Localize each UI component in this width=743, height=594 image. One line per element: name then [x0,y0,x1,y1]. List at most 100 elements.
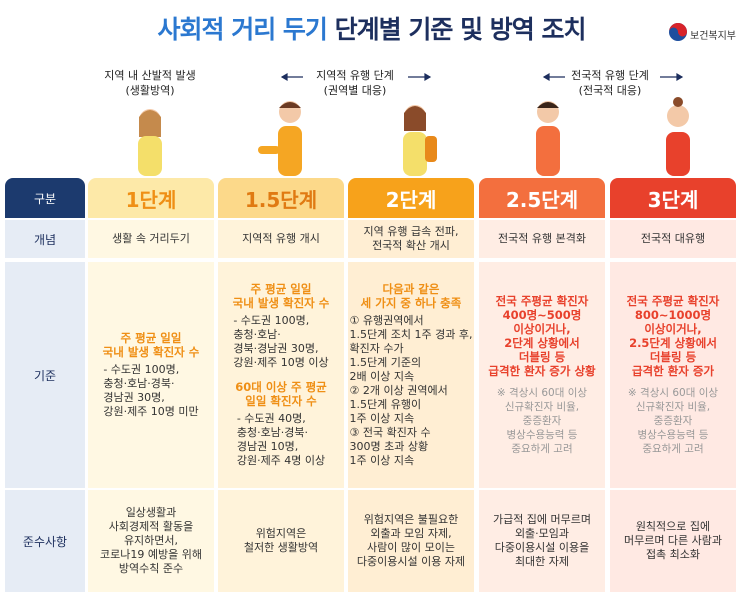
compliance-cell: 일상생활과 사회경제적 활동을 유지하면서, 코로나19 예방을 위해 방역수칙 준수 [88,490,214,592]
criteria-block: 다음과 같은 세 가지 중 하나 충족 ① 유행권역에서 1.5단계 조치 1주 경과… [350,282,473,468]
text-line: ※ 격상시 60대 이상 [627,387,719,399]
text-lines: 일상생활과 사회경제적 활동을 유지하면서, 코로나19 예방을 위해 방역수칙 준수 [100,506,202,576]
text-lines: 주 평균 일일 국내 발생 확진자 수 [233,282,330,310]
concept-cell: 지역적 유행 개시 [218,220,344,258]
text-lines: ① 유행권역에서 1.5단계 조치 1주 경과 후, 확진자 수가 1.5단계 기준의… [350,314,473,468]
text-line: 다중이용시설 이용을 [494,541,590,554]
text-line: 더블링 등 [518,350,566,364]
text-line: 2배 이상 지속 [349,370,415,383]
stage-header: 1단계 [88,178,214,218]
criteria-cell: 전국 주평균 확진자 400명~500명 이상이거나, 2단계 상황에서 더블링 등 급격… [479,262,605,488]
text-line: ※ 격상시 60대 이상 [496,387,588,399]
compliance-cell: 위험지역은 철저한 생활방역 [218,490,344,592]
text-line: 800~1000명 [634,308,712,322]
text-lines: 원칙적으로 집에 머무르며 다른 사람과 접촉 최소화 [624,520,722,562]
compliance-cell: 위험지역은 불필요한 외출과 모임 자제, 사람이 많이 모이는 다중이용시설 이용 … [348,490,474,592]
row-header: 개념 [5,220,85,258]
text-line: 유지하면서, [123,534,179,547]
text-line: 400명~500명 [502,308,582,322]
text-line: 2.5단계 상황에서 [629,336,717,350]
text-line: ③ 전국 확진자 수 [349,426,431,439]
text-line: 주 평균 일일 [120,331,182,345]
text-line: 신규확진자 비율, [504,401,580,413]
text-line: 병상수용능력 등 [637,429,709,441]
text-line: 경북·경남권 30명, [233,342,319,355]
phase-label: 지역 내 산발적 발생 (생활방역) [50,68,250,98]
text-lines: 생활 속 거리두기 [112,232,190,246]
text-line: 위험지역은 [255,527,307,540]
text-line: 충청·호남·경북· [236,426,309,439]
text-line: 급격한 환자 증가 상황 [488,364,596,378]
phase-line: 전국적 유행 단계 [571,69,649,82]
text-line: 확진자 수가 [349,342,404,355]
text-line: - 수도권 100명, [103,363,180,376]
text-line: 충청·호남· [233,328,281,341]
row-header: 준수사항 [5,490,85,592]
text-line: 강원·제주 10명 이상 [233,356,329,369]
text-line: 중요하게 고려 [511,443,573,455]
text-line: - 수도권 40명, [236,412,306,425]
text-line: 1주 이상 지속 [349,454,415,467]
criteria-block: 전국 주평균 확진자 800~1000명 이상이거나, 2.5단계 상황에서 더블링 등… [627,294,720,456]
row-header: 기준 [5,262,85,488]
text-line: 국내 발생 확진자 수 [102,345,200,359]
text-lines: 다음과 같은 세 가지 중 하나 충족 [361,282,462,310]
illustration [138,72,690,176]
phase-line: (권역별 대응) [323,84,387,97]
text-lines: - 수도권 100명, 충청·호남·경북· 경남권 30명, 강원·제주 10명 미만 [103,363,198,419]
text-line: 1.5단계 조치 1주 경과 후, [349,328,473,341]
text-line: 충청·호남·경북· [103,377,175,390]
criteria-cell: 전국 주평균 확진자 800~1000명 이상이거나, 2.5단계 상황에서 더블링 등… [610,262,736,488]
text-line: 급격한 환자 증가 [631,364,715,378]
text-line: 외출·모임과 [514,527,570,540]
text-line: 1.5단계 유행이 [349,398,422,411]
text-line: 가급적 집에 머무르며 [492,513,592,526]
logo [669,23,687,41]
text-line: 경남권 30명, [103,391,165,404]
text-line: 60대 이상 주 평균 [235,380,327,394]
text-line: 세 가지 중 하나 충족 [360,296,462,310]
text-line: 다중이용시설 이용 자제 [356,555,466,568]
text-lines: 가급적 집에 머무르며 외출·모임과 다중이용시설 이용을 최대한 자제 [493,513,591,569]
text-line: 중요하게 고려 [642,443,704,455]
text-lines: 60대 이상 주 평균 일일 확진자 수 [235,380,327,408]
text-lines: 지역적 유행 개시 [242,232,320,246]
text-line: 전국 주평균 확진자 [626,294,720,308]
text-lines: 전국적 대유행 [641,232,705,246]
text-line: 전국 주평균 확진자 [495,294,589,308]
title-blue: 사회적 거리 두기 [157,15,328,44]
text-line: 생활 속 거리두기 [112,232,190,245]
text-lines: 지역 유행 급속 전파, 전국적 확산 개시 [364,225,459,253]
row-header: 구분 [5,178,85,218]
text-line: 1주 이상 지속 [349,412,415,425]
text-line: 사람이 많이 모이는 [367,541,455,554]
text-line: 2단계 상황에서 [504,336,580,350]
text-lines: 전국적 유행 본격화 [498,232,586,246]
concept-cell: 전국적 유행 본격화 [479,220,605,258]
text-line: 외출과 모임 자제, [370,527,452,540]
text-line: 머무르며 다른 사람과 [623,534,723,547]
stage-header: 2단계 [348,178,474,218]
text-line: 전국적 대유행 [640,232,706,245]
phase-line: 지역적 유행 단계 [316,69,394,82]
text-line: 경남권 10명, [236,440,299,453]
phase-line: 지역 내 산발적 발생 [104,69,196,82]
concept-cell: 생활 속 거리두기 [88,220,214,258]
text-line: 전국적 유행 본격화 [498,232,586,245]
text-line: - 수도권 100명, [233,314,310,327]
text-line: 강원·제주 4명 이상 [236,454,326,467]
text-line: 사회경제적 활동을 [108,520,194,533]
text-lines: 위험지역은 철저한 생활방역 [244,527,318,555]
text-line: 이상이거나, [644,322,702,336]
text-line: 전국적 확산 개시 [372,239,450,252]
text-line: 일일 확진자 수 [245,394,317,408]
compliance-cell: 가급적 집에 머무르며 외출·모임과 다중이용시설 이용을 최대한 자제 [479,490,605,592]
text-line: ② 2개 이상 권역에서 [349,384,448,397]
text-lines: - 수도권 100명, 충청·호남· 경북·경남권 30명, 강원·제주 10명 이상 [233,314,328,370]
criteria-cell: 다음과 같은 세 가지 중 하나 충족 ① 유행권역에서 1.5단계 조치 1주 경과… [348,262,474,488]
text-line: 중증환자 [522,415,562,427]
text-lines: ※ 격상시 60대 이상 신규확진자 비율, 중증환자 병상수용능력 등 중요하게 고려 [497,386,587,456]
stage-header: 2.5단계 [479,178,605,218]
text-line: 코로나19 예방을 위해 [100,548,202,561]
